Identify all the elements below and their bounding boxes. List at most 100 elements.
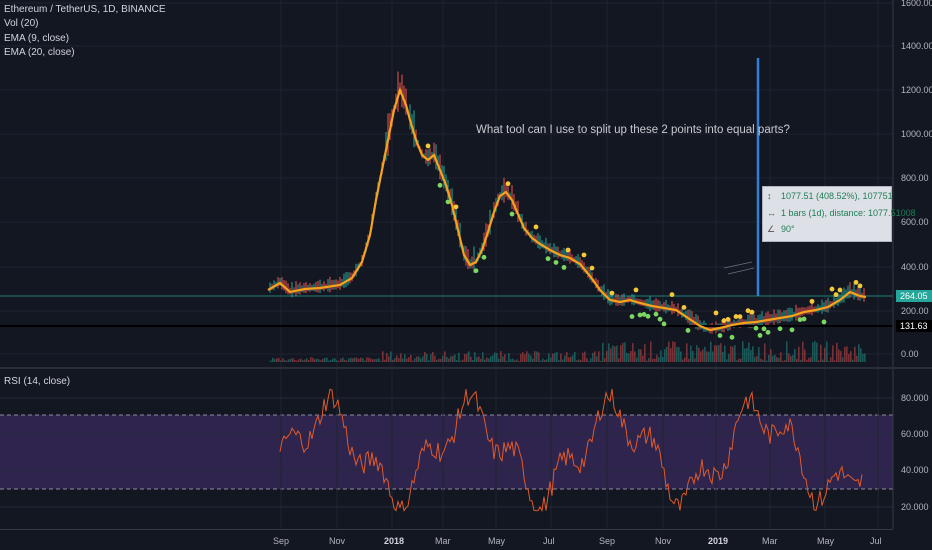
volume-bar bbox=[784, 360, 786, 362]
volume-bar bbox=[600, 360, 602, 362]
price-chart[interactable] bbox=[0, 0, 932, 368]
volume-bar bbox=[470, 356, 472, 362]
volume-bar bbox=[476, 357, 478, 362]
volume-bar bbox=[852, 359, 854, 362]
volume-bar bbox=[416, 356, 418, 362]
volume-bar bbox=[828, 360, 830, 362]
volume-bar bbox=[780, 352, 782, 362]
volume-bar bbox=[644, 344, 646, 362]
volume-bar bbox=[756, 355, 758, 362]
pane-divider[interactable] bbox=[0, 367, 932, 369]
ema9-legend[interactable]: EMA (9, close) bbox=[4, 33, 70, 44]
volume-bar bbox=[618, 358, 620, 362]
volume-legend[interactable]: Vol (20) bbox=[4, 18, 39, 29]
volume-bar bbox=[804, 349, 806, 362]
volume-bar bbox=[786, 341, 788, 362]
rsi-chart[interactable] bbox=[0, 369, 932, 529]
volume-bar bbox=[500, 351, 502, 362]
volume-bar bbox=[310, 357, 312, 362]
volume-bar bbox=[376, 359, 378, 362]
volume-bar bbox=[542, 358, 544, 362]
volume-bar bbox=[762, 359, 764, 362]
symbol-legend[interactable]: Ethereum / TetherUS, 1D, BINANCE bbox=[4, 4, 166, 15]
volume-bar bbox=[702, 349, 704, 362]
volume-bar bbox=[326, 357, 328, 362]
volume-bar bbox=[682, 359, 684, 362]
volume-bar bbox=[686, 343, 688, 362]
volume-bar bbox=[438, 358, 440, 362]
volume-bar bbox=[688, 358, 690, 362]
volume-bar bbox=[350, 357, 352, 362]
volume-bar bbox=[750, 349, 752, 362]
volume-bar bbox=[530, 355, 532, 362]
measure-angle-text: 90° bbox=[781, 224, 795, 234]
volume-bar bbox=[640, 349, 642, 362]
volume-bar bbox=[428, 360, 430, 362]
volume-bar bbox=[772, 355, 774, 362]
indicator-dot bbox=[753, 325, 759, 331]
volume-bar bbox=[782, 360, 784, 362]
indicator-dot bbox=[777, 326, 783, 332]
volume-bar bbox=[664, 349, 666, 362]
volume-bar bbox=[800, 359, 802, 362]
time-axis-tick: Nov bbox=[655, 536, 672, 546]
volume-bar bbox=[626, 352, 628, 362]
indicator-dot bbox=[733, 314, 739, 319]
volume-bar bbox=[672, 341, 674, 362]
price-range-icon: ↕ bbox=[767, 191, 772, 201]
volume-bar bbox=[390, 351, 392, 362]
volume-bar bbox=[726, 359, 728, 362]
indicator-dot bbox=[533, 224, 539, 230]
volume-bar bbox=[388, 356, 390, 362]
volume-bar bbox=[742, 341, 744, 362]
indicator-dot bbox=[837, 287, 843, 293]
volume-bar bbox=[778, 357, 780, 362]
indicator-dot bbox=[721, 318, 727, 324]
last-price-tag: 264.05 bbox=[896, 290, 932, 302]
volume-bar bbox=[270, 360, 272, 362]
volume-bar bbox=[534, 351, 536, 362]
rsi-legend[interactable]: RSI (14, close) bbox=[4, 376, 71, 387]
volume-bar bbox=[328, 360, 330, 362]
volume-bar bbox=[528, 353, 530, 362]
volume-bar bbox=[588, 360, 590, 362]
volume-bar bbox=[668, 341, 670, 362]
price-axis-tick: 400.00 bbox=[901, 262, 929, 272]
volume-bar bbox=[856, 355, 858, 362]
volume-bar bbox=[624, 342, 626, 362]
volume-bar bbox=[274, 359, 276, 362]
price-axis-tick: 1600.00 bbox=[901, 0, 932, 8]
volume-bar bbox=[424, 351, 426, 362]
volume-bar bbox=[642, 355, 644, 362]
volume-bar bbox=[774, 354, 776, 362]
volume-bar bbox=[570, 356, 572, 362]
volume-bar bbox=[404, 354, 406, 362]
indicator-dot bbox=[669, 292, 675, 298]
volume-bar bbox=[810, 357, 812, 362]
volume-bar bbox=[860, 348, 862, 362]
indicator-dot bbox=[857, 283, 863, 289]
indicator-dot bbox=[761, 326, 767, 332]
volume-bar bbox=[300, 358, 302, 362]
volume-bar bbox=[410, 354, 412, 362]
volume-bar bbox=[834, 360, 836, 362]
rsi-grid bbox=[0, 369, 893, 529]
rsi-axis-tick: 20.000 bbox=[901, 502, 929, 512]
volume-bar bbox=[352, 358, 354, 362]
volume-bar bbox=[508, 353, 510, 362]
volume-bar bbox=[710, 341, 712, 362]
volume-bar bbox=[386, 353, 388, 362]
volume-bar bbox=[564, 355, 566, 362]
volume-bar bbox=[864, 353, 866, 362]
volume-bar bbox=[440, 359, 442, 362]
time-axis-tick: Jul bbox=[543, 536, 555, 546]
volume-bar bbox=[684, 357, 686, 362]
volume-bar bbox=[712, 351, 714, 362]
time-axis-tick: May bbox=[817, 536, 835, 546]
time-axis-tick: Jul bbox=[870, 536, 882, 546]
volume-bar bbox=[818, 360, 820, 362]
indicator-dot bbox=[661, 321, 667, 327]
text-annotation[interactable]: What tool can I use to split up these 2 … bbox=[476, 124, 790, 136]
ema20-legend[interactable]: EMA (20, close) bbox=[4, 47, 75, 58]
measure-tooltip[interactable]: ↕ 1077.51 (408.52%), 107751 ↔ 1 bars (1d),… bbox=[762, 186, 916, 242]
